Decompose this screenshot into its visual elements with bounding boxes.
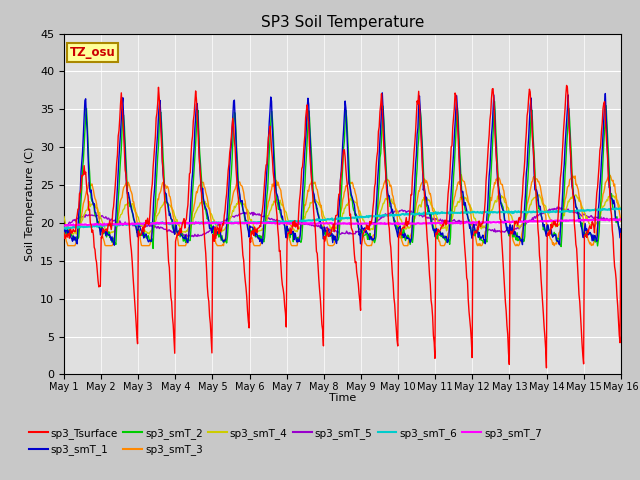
X-axis label: Time: Time <box>329 394 356 403</box>
Text: TZ_osu: TZ_osu <box>70 46 115 59</box>
Y-axis label: Soil Temperature (C): Soil Temperature (C) <box>24 147 35 261</box>
Legend: sp3_Tsurface, sp3_smT_1, sp3_smT_2, sp3_smT_3, sp3_smT_4, sp3_smT_5, sp3_smT_6, : sp3_Tsurface, sp3_smT_1, sp3_smT_2, sp3_… <box>25 424 547 459</box>
Title: SP3 Soil Temperature: SP3 Soil Temperature <box>260 15 424 30</box>
